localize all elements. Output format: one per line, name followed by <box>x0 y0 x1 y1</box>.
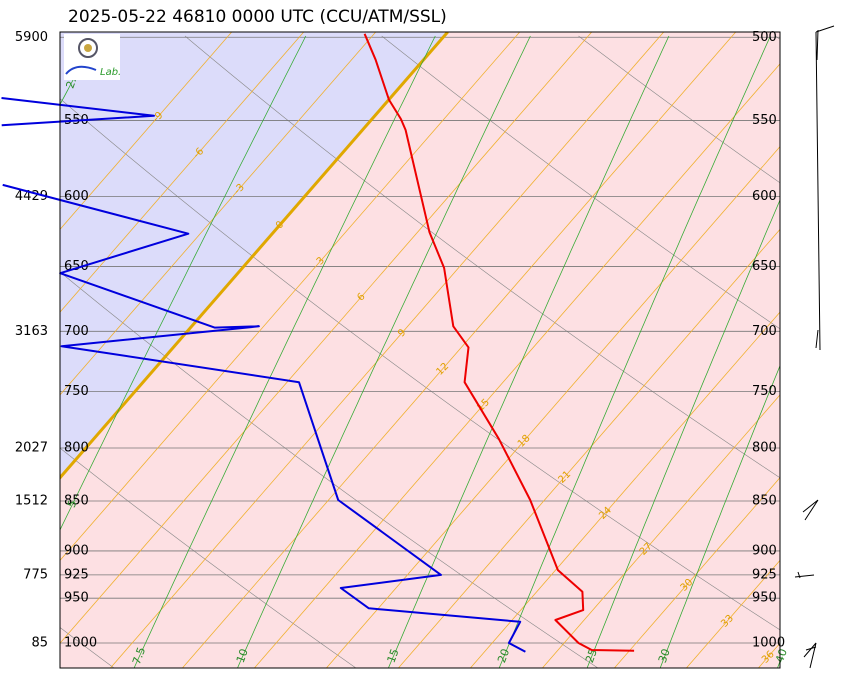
isotherm <box>686 559 780 668</box>
y-tick-label-left: 850 <box>64 493 89 508</box>
dry-adiabat <box>60 271 599 668</box>
isotherm <box>60 32 593 644</box>
y-tick-label-right: 925 <box>752 567 777 582</box>
chart-title: 2025-05-22 46810 0000 UTC (CCU/ATM/SSL) <box>68 7 447 27</box>
dry-adiabat <box>578 35 780 184</box>
mixing-ratio-label: 7.5 <box>130 645 148 666</box>
mixing-ratio-label: 10 <box>234 647 251 665</box>
wind-barbs <box>794 25 835 669</box>
isotherm <box>470 311 780 668</box>
isotherm <box>254 63 780 668</box>
y-tick-label-left: 750 <box>64 384 89 399</box>
mixing-ratio-line <box>777 660 780 668</box>
height-label: 2027 <box>15 441 48 456</box>
y-tick-label-right: 550 <box>752 113 777 128</box>
logo: Lab. <box>64 34 121 80</box>
logo-text: Lab. <box>100 67 121 78</box>
wind-barb <box>803 642 817 669</box>
temperature-line <box>363 33 635 652</box>
grid <box>60 32 780 668</box>
mixing-ratio-line <box>237 35 531 668</box>
dry-adiabat <box>184 35 780 479</box>
isotherm <box>60 32 233 230</box>
y-tick-label-left: 700 <box>64 324 89 339</box>
mixing-ratio-line <box>60 35 307 531</box>
mixing-ratio-label: 15 <box>385 647 402 665</box>
y-tick-label-right: 700 <box>752 324 777 339</box>
mixing-ratio-label: 20 <box>495 647 512 665</box>
mixing-ratio-line <box>133 35 436 668</box>
isotherm <box>60 32 305 313</box>
dry-adiabat <box>60 98 780 631</box>
isotherm <box>110 32 665 668</box>
mixing-ratio-label: 40 <box>773 647 790 665</box>
isotherm <box>542 394 780 668</box>
profiles <box>1 33 635 653</box>
mixing-ratio-line <box>498 35 771 668</box>
dry-adiabat <box>60 447 357 668</box>
y-tick-label-right: 500 <box>752 30 777 45</box>
mixing-ratio-line <box>586 198 780 668</box>
isotherm <box>326 146 780 668</box>
wind-barb <box>802 329 819 521</box>
isotherm <box>614 477 780 668</box>
y-tick-label-right: 650 <box>752 259 777 274</box>
isotherm <box>60 32 449 480</box>
logo-swoosh <box>65 65 97 75</box>
wind-staff <box>815 25 835 351</box>
y-tick-label-left: 900 <box>64 543 89 558</box>
y-tick-label-left: 1000 <box>64 636 97 651</box>
y-tick-label-right: 600 <box>752 189 777 204</box>
isotherm <box>60 32 521 562</box>
y-tick-label-right: 1000 <box>752 636 785 651</box>
plot-frame <box>59 31 781 669</box>
height-label: 5900 <box>15 30 48 45</box>
mixing-ratio-line <box>659 364 780 668</box>
height-label: 3163 <box>15 324 48 339</box>
mixing-ratio-label: 5 <box>65 498 80 509</box>
y-tick-label-left: 800 <box>64 441 89 456</box>
y-tick-label-right: 950 <box>752 591 777 606</box>
wind-barb <box>794 571 815 579</box>
y-tick-label-right: 900 <box>752 543 777 558</box>
mixing-ratio-line <box>388 35 670 668</box>
height-label: 4429 <box>15 189 48 204</box>
dewpoint-line <box>1 97 526 653</box>
dry-adiabat <box>775 35 780 40</box>
y-tick-label-right: 750 <box>752 384 777 399</box>
height-label: 1512 <box>15 493 48 508</box>
logo-seal-center <box>84 44 92 52</box>
isotherm <box>398 228 780 668</box>
height-label: 85 <box>31 636 48 651</box>
mixing-ratio-label: 25 <box>583 647 600 665</box>
y-tick-label-left: 925 <box>64 567 89 582</box>
y-tick-label-right: 800 <box>752 441 777 456</box>
dry-adiabat <box>381 35 780 330</box>
mixing-ratio-label: 30 <box>656 647 673 665</box>
height-label: 775 <box>23 567 48 582</box>
isotherm <box>60 32 377 396</box>
y-tick-label-left: 600 <box>64 189 89 204</box>
y-tick-label-left: 950 <box>64 591 89 606</box>
y-tick-label-right: 850 <box>752 493 777 508</box>
isotherm <box>182 32 737 668</box>
